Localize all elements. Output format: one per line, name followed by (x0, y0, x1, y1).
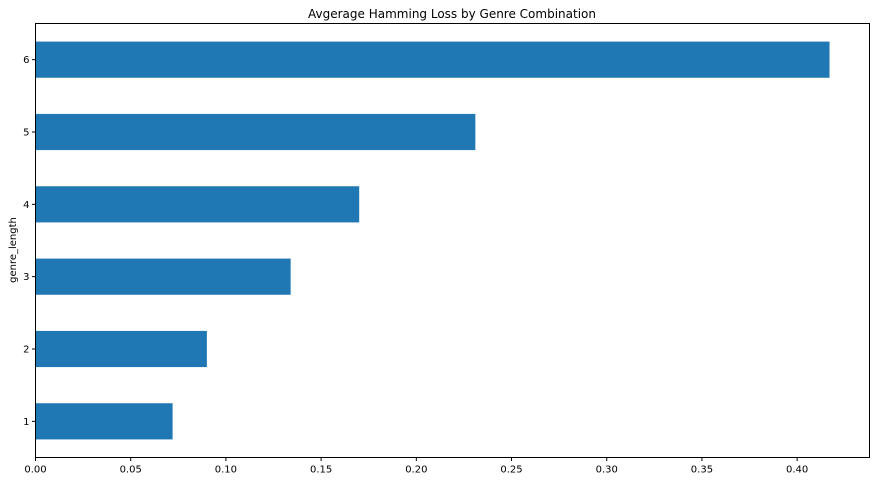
x-tick-label: 0.05 (120, 465, 142, 476)
x-tick-label: 0.15 (310, 465, 332, 476)
y-tick-label: 6 (23, 55, 29, 66)
bars-group (35, 41, 830, 440)
x-tick-label: 0.10 (215, 465, 237, 476)
x-tick-label: 0.30 (596, 465, 618, 476)
y-tick-label: 5 (23, 128, 29, 139)
bar-2 (35, 330, 207, 368)
bar-6 (35, 41, 830, 78)
x-tick-label: 0.20 (405, 465, 427, 476)
y-axis-ticks: 1 2 3 4 5 6 (23, 55, 36, 428)
y-tick-label: 4 (23, 200, 29, 211)
y-axis-label: genre_length (8, 217, 19, 283)
chart-title: Avgerage Hamming Loss by Genre Combinati… (308, 7, 596, 21)
y-tick-label: 3 (23, 272, 29, 283)
x-axis-ticks: 0.00 0.05 0.10 0.15 0.20 0.25 0.30 0.35 0.40 (24, 457, 808, 476)
y-tick-label: 1 (23, 417, 29, 428)
x-tick-label: 0.40 (786, 465, 808, 476)
x-tick-label: 0.35 (691, 465, 713, 476)
bar-3 (35, 258, 291, 295)
plot-frame (35, 23, 870, 458)
bar-1 (35, 403, 173, 440)
bar-5 (35, 113, 476, 151)
x-tick-label: 0.25 (500, 465, 522, 476)
bar-4 (35, 186, 360, 223)
x-tick-label: 0.00 (24, 465, 46, 476)
y-tick-label: 2 (23, 345, 29, 356)
